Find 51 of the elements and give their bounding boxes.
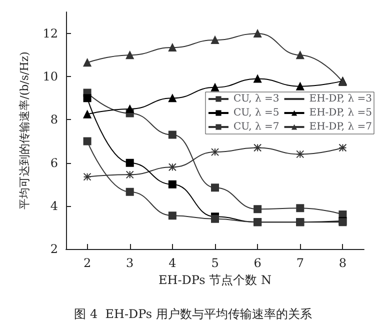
text: 图 4 EH-DPs 用户数与平均传输速率的关系: [74, 307, 312, 321]
x-tick-label: 7: [296, 256, 304, 270]
point: [83, 110, 92, 118]
point: [211, 148, 219, 156]
point: [126, 188, 134, 196]
x-tick-label: 8: [338, 256, 347, 270]
legend-label: CU, λ =3: [233, 94, 280, 104]
point: [168, 44, 176, 52]
point: [254, 144, 262, 152]
point: [254, 205, 262, 214]
point: [296, 51, 304, 60]
y-tick-label: 6: [50, 156, 58, 170]
y-tick-label: 2: [50, 242, 58, 256]
x-tick-label: 5: [211, 256, 219, 270]
point: [168, 180, 176, 188]
y-tick-label: 4: [50, 198, 58, 213]
y-tick-label: 10: [42, 70, 58, 84]
point: [83, 94, 92, 102]
point: [168, 163, 176, 172]
point: [126, 170, 134, 179]
point: [168, 212, 176, 220]
x-tick-label: 4: [168, 256, 177, 270]
point: [83, 137, 92, 146]
legend-label: EH-DP, λ =3: [309, 94, 372, 104]
y-axis-title: 平均可达到的传输速率/(b/s/Hz): [18, 52, 31, 210]
y-tick-label: 12: [42, 26, 58, 41]
x-axis-title: EH-DPs 节点个数 N: [158, 272, 272, 287]
point: [126, 51, 134, 60]
point: [211, 36, 219, 44]
x-tick-label: 6: [254, 256, 262, 270]
point: [254, 74, 262, 83]
point: [296, 150, 304, 158]
point: [83, 172, 92, 181]
point: [126, 104, 134, 113]
point: [83, 58, 92, 67]
point: [168, 94, 176, 102]
point: [296, 204, 304, 212]
point: [254, 30, 262, 38]
point: [126, 158, 134, 167]
point: [168, 130, 176, 139]
point: [338, 144, 347, 152]
legend-label: EH-DP, λ =5: [309, 108, 372, 118]
legend-label: EH-DP, λ =7: [309, 122, 372, 132]
legend-label: CU, λ =5: [233, 108, 280, 118]
x-tick-label: 3: [126, 256, 134, 270]
point: [296, 82, 304, 90]
x-tick-label: 2: [83, 256, 92, 270]
y-tick-label: 8: [50, 112, 58, 127]
point: [211, 184, 219, 192]
point: [211, 83, 219, 92]
legend-label: CU, λ =7: [233, 122, 280, 132]
